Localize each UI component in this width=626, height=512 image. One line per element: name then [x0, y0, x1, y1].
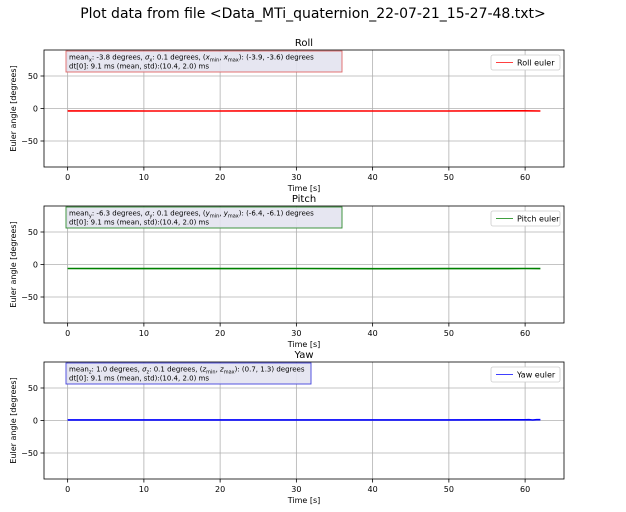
- stats-line-2: dt[0]: 9.1 ms (mean, std):(10.4, 2.0) ms: [69, 63, 209, 71]
- subplot-pitch: 0 10 20 30 40 50 60 −50 0 50 Pitch Time [s] Euler an…: [9, 194, 565, 349]
- y-axis-label: Euler angle [degrees]: [9, 377, 18, 463]
- y-tick-label: −50: [21, 293, 38, 302]
- x-tick-label: 50: [444, 485, 454, 494]
- x-tick-label: 30: [291, 329, 301, 338]
- x-tick-label: 40: [368, 485, 378, 494]
- x-tick-label: 0: [65, 173, 70, 182]
- y-tick-label: 50: [28, 228, 38, 237]
- stats-box: [65, 206, 343, 229]
- legend-label: Pitch euler: [517, 215, 560, 224]
- subplot-title: Yaw: [293, 350, 313, 361]
- y-axis-label: Euler angle [degrees]: [9, 221, 18, 307]
- x-tick-label: 0: [65, 485, 70, 494]
- x-tick-label: 30: [291, 485, 301, 494]
- x-tick-label: 50: [444, 329, 454, 338]
- y-tick-label: −50: [21, 449, 38, 458]
- subplot-title: Roll: [295, 38, 313, 49]
- x-tick-label: 10: [139, 329, 149, 338]
- y-tick-label: 0: [33, 105, 38, 114]
- stats-line-2: dt[0]: 9.1 ms (mean, std):(10.4, 2.0) ms: [69, 219, 209, 227]
- x-tick-label: 20: [215, 173, 225, 182]
- subplot-yaw: 0 10 20 30 40 50 60 −50 0 50 Yaw Time [s] Euler angl…: [9, 350, 565, 505]
- legend-label: Yaw euler: [516, 371, 556, 380]
- stats-box: [65, 50, 343, 73]
- x-axis-label: Time [s]: [287, 340, 321, 349]
- x-tick-label: 30: [291, 173, 301, 182]
- x-tick-label: 10: [139, 485, 149, 494]
- subplot-title: Pitch: [292, 194, 316, 205]
- x-axis-label: Time [s]: [287, 496, 321, 505]
- y-tick-label: −50: [21, 137, 38, 146]
- legend-label: Roll euler: [517, 59, 555, 68]
- y-tick-label: 50: [28, 72, 38, 81]
- x-tick-label: 20: [215, 329, 225, 338]
- x-tick-label: 60: [520, 329, 530, 338]
- y-tick-label: 0: [33, 417, 38, 426]
- x-tick-label: 0: [65, 329, 70, 338]
- x-tick-label: 20: [215, 485, 225, 494]
- y-tick-label: 50: [28, 384, 38, 393]
- y-axis-label: Euler angle [degrees]: [9, 65, 18, 151]
- stats-line-1: meanx: -3.8 degrees, σx: 0.1 degrees, (x…: [69, 54, 314, 64]
- y-tick-label: 0: [33, 261, 38, 270]
- stats-box: [65, 362, 312, 385]
- x-tick-label: 10: [139, 173, 149, 182]
- legend-box: [490, 366, 561, 383]
- stats-line-1: meany: -6.3 degrees, σy: 0.1 degrees, (y…: [69, 210, 314, 220]
- x-axis-label: Time [s]: [287, 184, 321, 193]
- legend-box: [490, 54, 561, 71]
- stats-line-1: meanz: 1.0 degrees, σz: 0.1 degrees, (zm…: [69, 366, 305, 376]
- x-tick-label: 60: [520, 173, 530, 182]
- x-tick-label: 60: [520, 485, 530, 494]
- stats-line-2: dt[0]: 9.1 ms (mean, std):(10.4, 2.0) ms: [69, 375, 209, 383]
- figure-title: Plot data from file <Data_MTi_quaternion…: [80, 6, 546, 22]
- x-tick-label: 40: [368, 173, 378, 182]
- x-tick-label: 40: [368, 329, 378, 338]
- subplot-roll: 0 10 20 30 40 50 60 −50 0 50 Roll Time [s] Euler ang…: [9, 38, 565, 193]
- legend-box: [490, 210, 561, 227]
- x-tick-label: 50: [444, 173, 454, 182]
